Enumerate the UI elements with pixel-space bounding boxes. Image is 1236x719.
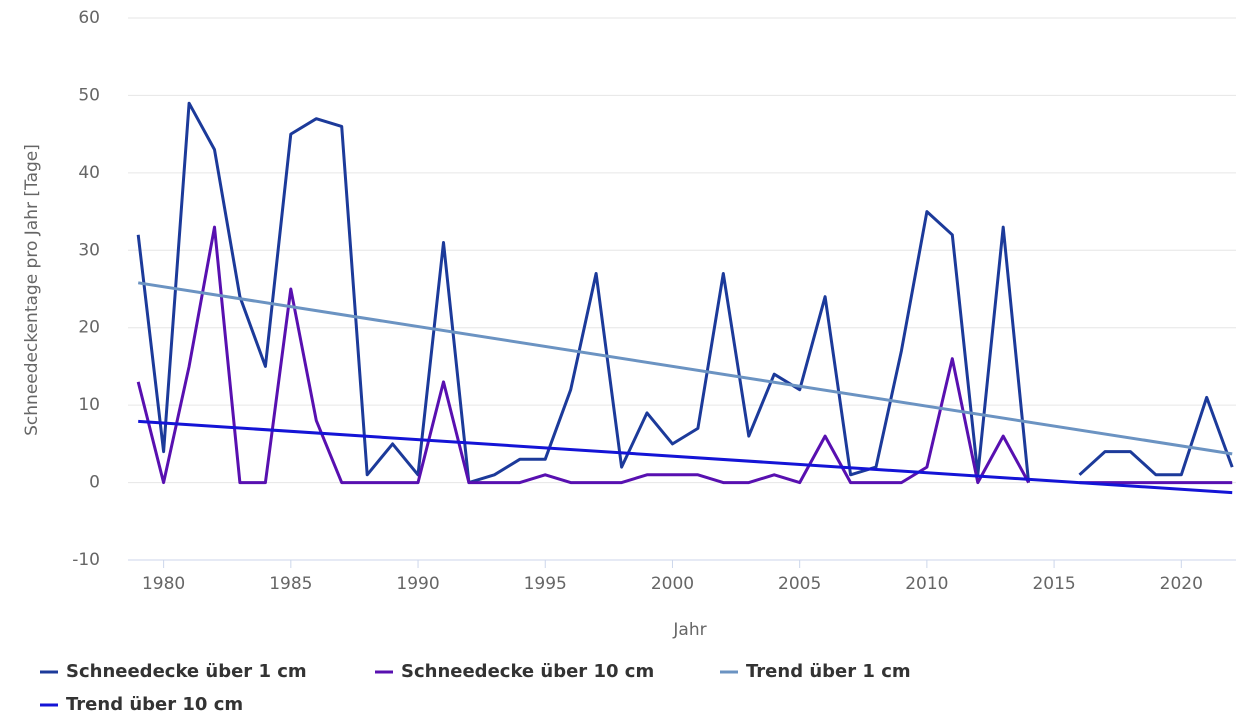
series-line (136, 101, 1234, 485)
x-tick-label: 1990 (396, 574, 439, 594)
x-tick-label: 2010 (905, 574, 948, 594)
series-line (137, 281, 1233, 456)
legend-label: Trend über 1 cm (746, 661, 911, 682)
x-tick-label: 2005 (778, 574, 821, 594)
y-tick-label: 60 (78, 8, 100, 28)
y-tick-label: -10 (72, 550, 100, 570)
legend-label: Trend über 10 cm (66, 694, 243, 715)
x-tick-label: 1980 (142, 574, 185, 594)
series-line (138, 419, 1233, 495)
y-tick-label: 20 (78, 318, 100, 338)
x-tick-label: 2020 (1160, 574, 1203, 594)
legend-label: Schneedecke über 1 cm (66, 661, 307, 682)
x-tick-label: 2000 (651, 574, 694, 594)
x-axis-label: Jahr (672, 620, 706, 640)
y-axis-label: Schneedeckentage pro Jahr [Tage] (22, 144, 42, 436)
series-line (136, 225, 1233, 485)
x-tick-label: 2015 (1032, 574, 1075, 594)
x-tick-label: 1995 (524, 574, 567, 594)
x-tick-label: 1985 (269, 574, 312, 594)
y-tick-label: 40 (78, 163, 100, 183)
legend-label: Schneedecke über 10 cm (401, 661, 654, 682)
y-tick-label: 0 (89, 473, 100, 493)
y-tick-label: 10 (78, 395, 100, 415)
y-tick-label: 50 (78, 85, 100, 105)
y-tick-label: 30 (78, 240, 100, 260)
